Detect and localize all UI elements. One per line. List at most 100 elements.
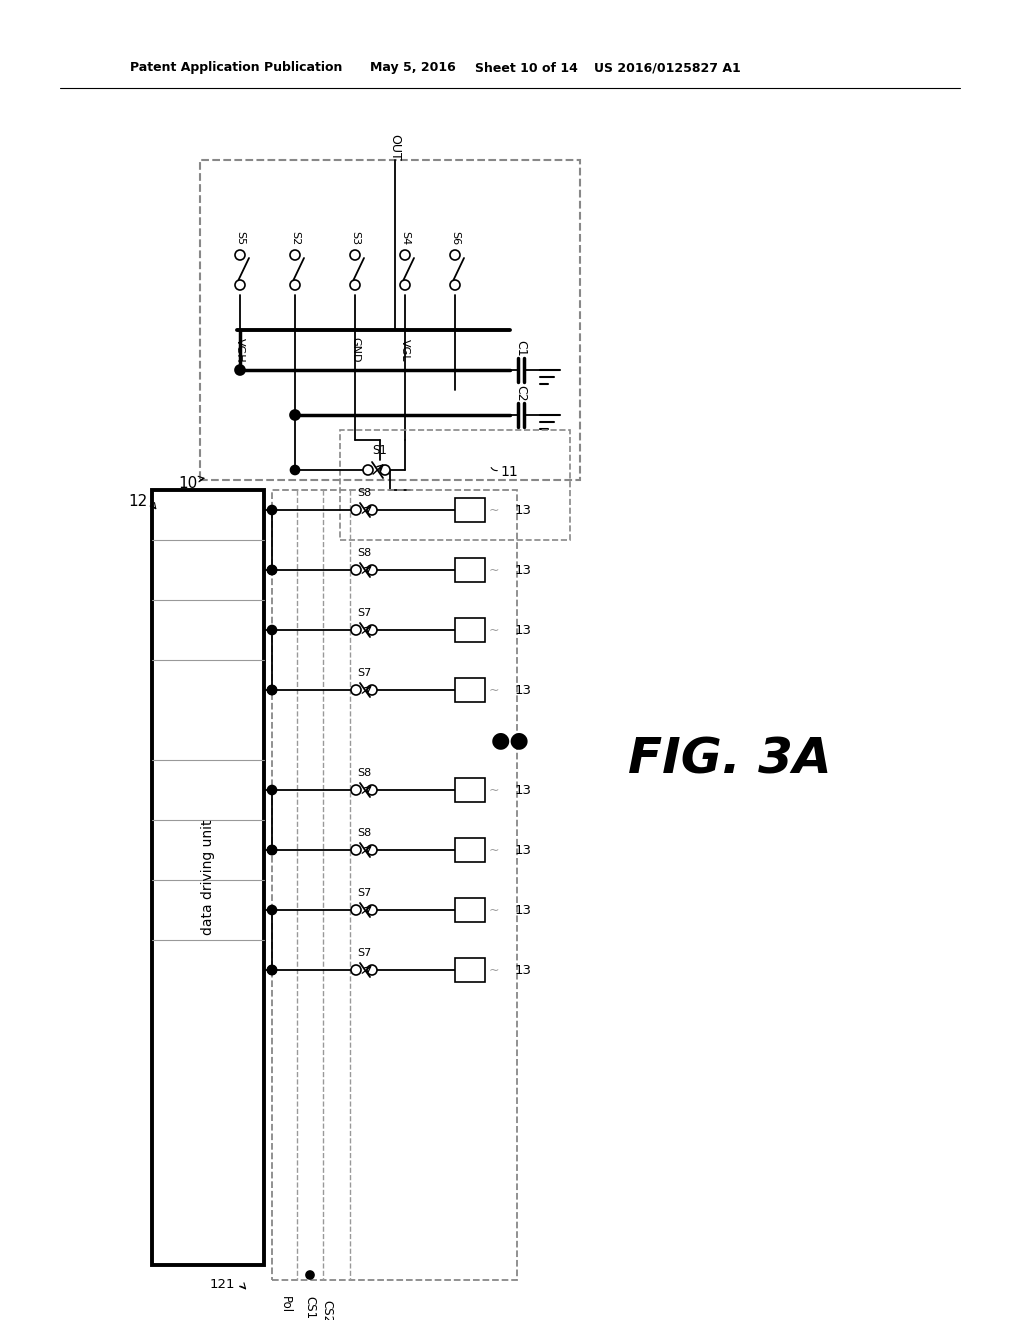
Text: S2: S2 (290, 231, 300, 246)
Circle shape (450, 280, 460, 290)
Text: ~: ~ (489, 843, 500, 857)
Circle shape (267, 685, 276, 694)
Circle shape (450, 249, 460, 260)
Text: S8: S8 (357, 828, 371, 838)
Text: S7: S7 (357, 948, 371, 958)
Text: 13: 13 (515, 784, 532, 796)
Circle shape (350, 249, 360, 260)
Text: 121: 121 (210, 1279, 234, 1291)
Circle shape (350, 280, 360, 290)
Circle shape (290, 411, 300, 420)
Text: data driving unit: data driving unit (201, 820, 215, 935)
Text: ~: ~ (489, 903, 500, 916)
Circle shape (367, 845, 377, 855)
Text: 13: 13 (515, 503, 532, 516)
Circle shape (351, 906, 361, 915)
Text: Sheet 10 of 14: Sheet 10 of 14 (475, 62, 578, 74)
Circle shape (351, 685, 361, 696)
Circle shape (267, 565, 276, 574)
Circle shape (234, 249, 245, 260)
Circle shape (367, 565, 377, 576)
Text: 12: 12 (129, 495, 148, 510)
Circle shape (291, 466, 299, 474)
Circle shape (267, 506, 276, 515)
Circle shape (367, 685, 377, 696)
Text: GND: GND (350, 337, 360, 363)
Text: C2: C2 (514, 384, 527, 401)
Circle shape (367, 965, 377, 975)
Circle shape (351, 845, 361, 855)
Text: ~: ~ (489, 684, 500, 697)
Text: CS2: CS2 (321, 1300, 334, 1320)
Circle shape (267, 785, 276, 795)
Text: S7: S7 (357, 609, 371, 618)
Circle shape (351, 506, 361, 515)
Text: 13: 13 (515, 843, 532, 857)
Text: ●●: ●● (490, 730, 529, 750)
Text: 13: 13 (515, 564, 532, 577)
Circle shape (362, 465, 373, 475)
Text: 13: 13 (515, 684, 532, 697)
Text: C1: C1 (514, 339, 527, 356)
Circle shape (234, 366, 245, 375)
Text: S8: S8 (357, 548, 371, 558)
Text: ~: ~ (489, 623, 500, 636)
Bar (455, 678, 485, 702)
Bar (455, 777, 485, 803)
Text: US 2016/0125827 A1: US 2016/0125827 A1 (594, 62, 740, 74)
Text: May 5, 2016: May 5, 2016 (370, 62, 456, 74)
Text: S3: S3 (350, 231, 360, 246)
Text: 10: 10 (179, 477, 198, 491)
Text: FIG. 3A: FIG. 3A (628, 737, 831, 784)
Circle shape (351, 785, 361, 795)
Circle shape (351, 624, 361, 635)
Text: VGL: VGL (400, 339, 410, 362)
Circle shape (400, 249, 410, 260)
Bar (455, 498, 485, 521)
Bar (152, 490, 264, 1265)
Text: S8: S8 (357, 488, 371, 498)
Bar (272, 490, 517, 1280)
Text: Patent Application Publication: Patent Application Publication (130, 62, 342, 74)
Text: CS1: CS1 (303, 1296, 316, 1320)
Text: 13: 13 (515, 623, 532, 636)
Text: 13: 13 (515, 903, 532, 916)
Bar (455, 558, 485, 582)
Text: S8: S8 (357, 768, 371, 777)
Text: S6: S6 (450, 231, 460, 246)
Bar (455, 898, 485, 921)
Circle shape (267, 626, 276, 635)
Circle shape (400, 280, 410, 290)
Circle shape (267, 846, 276, 854)
Bar (200, 160, 580, 480)
Bar (455, 838, 485, 862)
Text: S7: S7 (357, 668, 371, 678)
Text: ~: ~ (489, 964, 500, 977)
Text: VGH: VGH (234, 338, 245, 362)
Text: ~: ~ (489, 503, 500, 516)
Bar (455, 618, 485, 642)
Circle shape (267, 685, 276, 694)
Circle shape (267, 906, 276, 915)
Circle shape (267, 565, 276, 574)
Circle shape (367, 624, 377, 635)
Text: 11: 11 (500, 465, 518, 479)
Circle shape (267, 965, 276, 974)
Circle shape (380, 465, 390, 475)
Text: Pol: Pol (279, 1296, 292, 1313)
Circle shape (306, 1271, 314, 1279)
Text: 13: 13 (515, 964, 532, 977)
Bar (455, 958, 485, 982)
Circle shape (351, 965, 361, 975)
Circle shape (267, 965, 276, 974)
Text: S1: S1 (373, 444, 387, 457)
Circle shape (290, 280, 300, 290)
Circle shape (367, 906, 377, 915)
Circle shape (267, 846, 276, 854)
Circle shape (351, 565, 361, 576)
Text: S4: S4 (400, 231, 410, 246)
Circle shape (290, 249, 300, 260)
Circle shape (367, 785, 377, 795)
Text: S5: S5 (234, 231, 245, 246)
Bar (340, 430, 570, 540)
